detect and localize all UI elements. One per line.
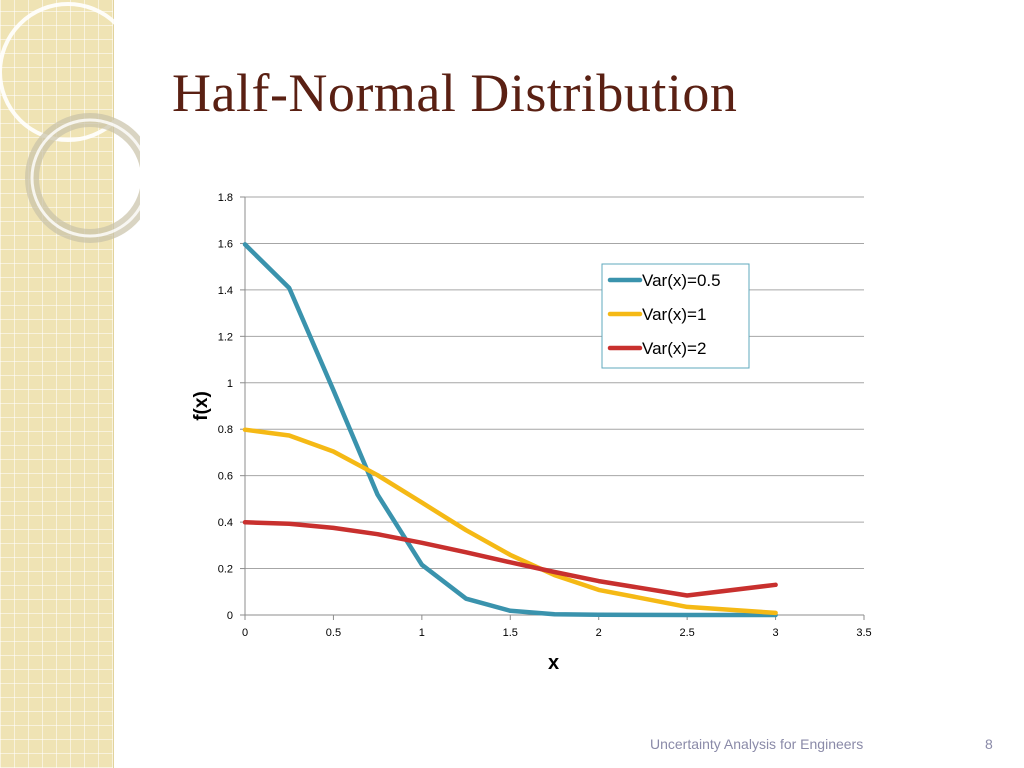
- footer-text: Uncertainty Analysis for Engineers: [650, 736, 864, 752]
- x-tick-label: 3: [773, 627, 779, 639]
- legend-label-3: Var(x)=2: [642, 339, 706, 358]
- y-tick-label: 0.6: [218, 471, 233, 483]
- y-tick-label: 1.4: [218, 285, 233, 297]
- y-tick-label: 0.4: [218, 517, 233, 529]
- y-tick-label: 1.6: [218, 238, 233, 250]
- x-axis-label: x: [548, 652, 559, 674]
- deco-circle-large: [0, 2, 138, 142]
- x-tick-label: 1: [419, 627, 425, 639]
- y-tick-label: 1.2: [218, 331, 233, 343]
- x-tick-label: 2.5: [679, 627, 694, 639]
- legend-label-1: Var(x)=0.5: [642, 271, 721, 290]
- x-tick-label: 1.5: [503, 627, 518, 639]
- series-line-1: [242, 242, 778, 618]
- series-line-2: [242, 427, 778, 616]
- series-line-3: [242, 520, 778, 598]
- legend-label-2: Var(x)=1: [642, 305, 706, 324]
- slide-title: Half-Normal Distribution: [172, 63, 738, 123]
- deco-circle-ring-highlight: [30, 118, 140, 238]
- y-tick-label: 0.2: [218, 564, 233, 576]
- page-number: 8: [985, 736, 993, 752]
- y-tick-label: 0.8: [218, 424, 233, 436]
- y-axis-label: f(x): [191, 391, 212, 421]
- x-tick-label: 0.5: [326, 627, 341, 639]
- x-tick-label: 2: [596, 627, 602, 639]
- y-tick-label: 1.8: [218, 192, 233, 204]
- decorative-circles: [0, 2, 140, 243]
- x-tick-label: 0: [242, 627, 248, 639]
- y-tick-label: 1: [227, 378, 233, 390]
- y-tick-label: 0: [227, 610, 233, 622]
- x-tick-label: 3.5: [856, 627, 871, 639]
